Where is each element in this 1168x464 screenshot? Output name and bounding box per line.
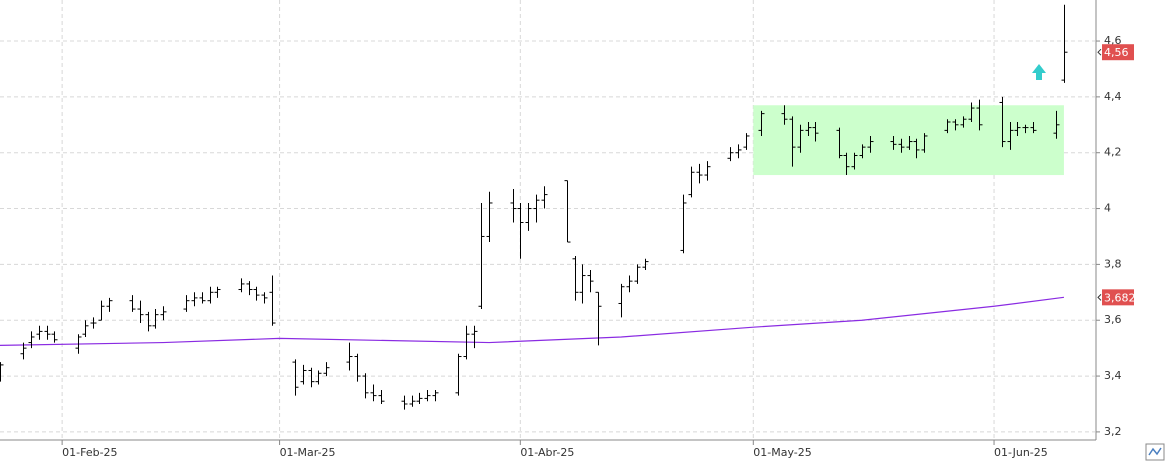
y-tick-label: 3,8 [1104, 257, 1122, 270]
y-tick-label: 4 [1104, 202, 1111, 215]
y-tick-label: 3,2 [1104, 425, 1122, 438]
range-box [753, 105, 1064, 176]
x-tick-label: 01-Feb-25 [62, 446, 117, 459]
x-tick-label: 01-May-25 [753, 446, 811, 459]
close-label: 4,56 [1104, 46, 1129, 59]
close-label-pointer [1097, 48, 1102, 56]
x-tick-label: 01-Jun-25 [994, 446, 1048, 459]
y-tick-label: 3,4 [1104, 369, 1122, 382]
moving-average-line [0, 296, 1065, 346]
ma-label: 3,682 [1104, 291, 1136, 304]
y-tick-label: 4,6 [1104, 34, 1122, 47]
ma-label-pointer [1097, 293, 1102, 301]
corner-icon-glyph [1148, 447, 1162, 456]
x-tick-label: 01-Mar-25 [280, 446, 336, 459]
y-tick-label: 3,6 [1104, 313, 1122, 326]
close-label-box [1102, 44, 1134, 61]
ma-label-box [1102, 289, 1134, 306]
signal-arrow [1032, 64, 1046, 80]
y-tick-label: 4,4 [1104, 90, 1122, 103]
x-tick-label: 01-Abr-25 [520, 446, 574, 459]
y-tick-label: 4,2 [1104, 146, 1122, 159]
